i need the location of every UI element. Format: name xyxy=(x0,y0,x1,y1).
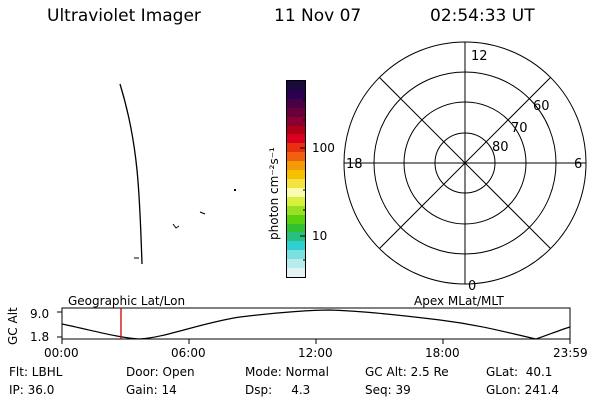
color-scale-segment xyxy=(287,178,305,188)
coastline-fragment xyxy=(199,211,206,215)
gc-alt-value: GC Alt: 2.5 Re xyxy=(365,365,449,379)
colorbar-tick-100: 100 xyxy=(312,141,335,155)
ytick-top: 9.0 xyxy=(30,307,50,321)
colorbar-tick-10: 10 xyxy=(312,229,327,243)
mlt-label-18: 18 xyxy=(346,157,363,172)
geographic-title: Geographic Lat/Lon xyxy=(68,294,186,308)
glat-value: GLat: 40.1 xyxy=(486,365,553,379)
mlat-label-60: 60 xyxy=(533,99,550,114)
xtick-0600: 06:00 xyxy=(171,346,206,360)
color-scale-segment xyxy=(287,250,305,260)
apex-title: Apex MLat/MLT xyxy=(414,294,504,308)
color-scale-segment xyxy=(287,89,305,99)
xtick-2359: 23:59 xyxy=(553,346,588,360)
seq-value: Seq: 39 xyxy=(365,383,411,397)
altitude-curve xyxy=(61,309,571,340)
color-scale-segment xyxy=(287,214,305,224)
dsp-value: Dsp: 4.3 xyxy=(245,383,311,397)
mode-value: Mode: Normal xyxy=(245,365,329,379)
color-scale-segment xyxy=(287,232,305,242)
colorbar-unit-label: photon cm⁻²s⁻¹ xyxy=(267,147,281,240)
ytick-bottom: 1.8 xyxy=(30,330,50,344)
mlt-label-12: 12 xyxy=(471,49,488,64)
instrument-title: Ultraviolet Imager xyxy=(47,6,201,26)
xtick-0000: 00:00 xyxy=(44,346,79,360)
filter-value: Flt: LBHL xyxy=(9,365,63,379)
color-scale-segment xyxy=(287,161,305,171)
ip-value: IP: 36.0 xyxy=(9,383,55,397)
color-scale-segment xyxy=(287,125,305,135)
timeline-frame xyxy=(61,307,571,340)
image-date: 11 Nov 07 xyxy=(274,6,362,26)
color-scale-segment xyxy=(287,170,305,179)
color-scale-segment xyxy=(287,98,305,108)
xtick-1800: 18:00 xyxy=(425,346,460,360)
color-scale-segment xyxy=(287,152,305,162)
glon-value: GLon: 241.4 xyxy=(486,383,559,397)
xtick-1200: 12:00 xyxy=(298,346,333,360)
color-scale-segment xyxy=(287,134,305,144)
polar-diagonal xyxy=(379,77,551,249)
mlt-label-0: 0 xyxy=(468,279,476,294)
color-scale-segment xyxy=(287,259,305,269)
color-scale-segment xyxy=(287,205,305,215)
gain-value: Gain: 14 xyxy=(126,383,177,397)
color-scale-segment xyxy=(287,223,305,233)
color-scale-segment xyxy=(287,143,305,153)
color-scale-segment xyxy=(287,268,305,277)
coastline-fragment xyxy=(234,189,236,191)
coastline-trace xyxy=(119,83,143,265)
color-scale-segment xyxy=(287,196,305,206)
color-scale-bar xyxy=(286,80,306,278)
color-scale-segment xyxy=(287,187,305,197)
image-time: 02:54:33 UT xyxy=(430,6,535,26)
color-scale-segment xyxy=(287,116,305,126)
color-scale-segment xyxy=(287,241,305,251)
mlat-label-70: 70 xyxy=(511,121,528,136)
door-value: Door: Open xyxy=(126,365,195,379)
color-scale-segment xyxy=(287,81,305,90)
coastline-fragment xyxy=(172,223,180,229)
mlat-label-80: 80 xyxy=(492,140,509,155)
mlt-label-6: 6 xyxy=(574,157,582,172)
color-scale-segment xyxy=(287,107,305,117)
